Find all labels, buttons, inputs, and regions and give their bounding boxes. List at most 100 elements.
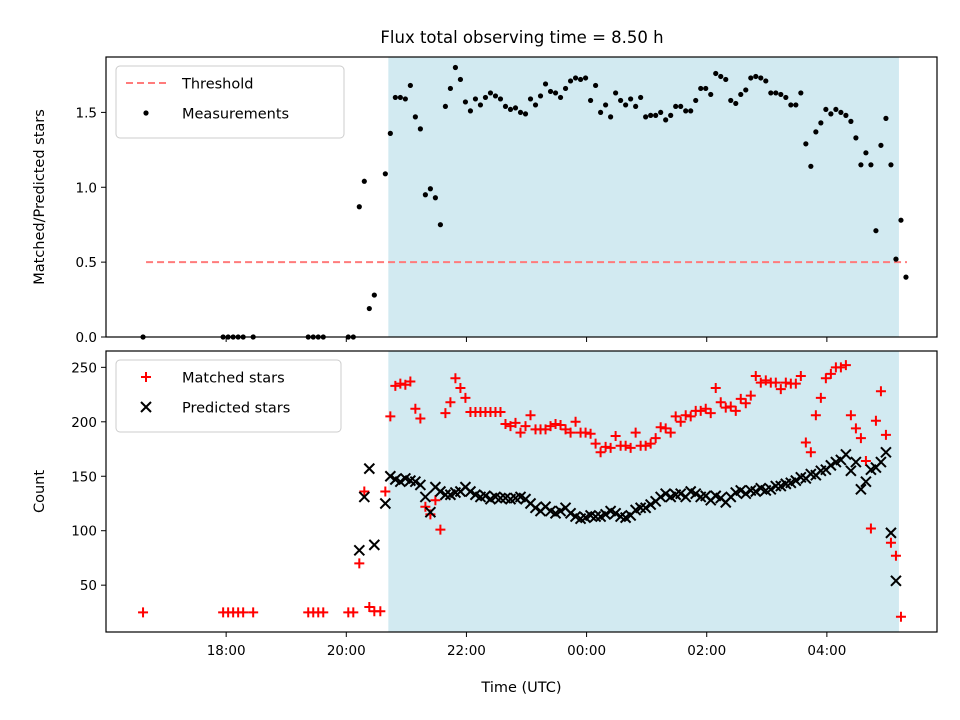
data-point xyxy=(873,228,879,234)
data-point xyxy=(397,94,403,101)
data-point xyxy=(402,96,408,102)
data-point xyxy=(813,129,819,135)
legend-label: Measurements xyxy=(182,107,289,123)
y-tick-label: 1.5 xyxy=(76,105,97,121)
y-tick-label: 50 xyxy=(80,578,97,594)
data-point xyxy=(395,378,406,389)
data-point xyxy=(855,433,866,444)
data-point xyxy=(138,607,149,618)
data-point xyxy=(625,442,636,453)
data-point xyxy=(715,397,726,408)
data-point xyxy=(460,392,471,403)
data-point xyxy=(525,410,536,421)
data-point xyxy=(507,106,514,113)
data-point xyxy=(592,82,599,89)
data-point xyxy=(354,558,365,569)
data-point xyxy=(353,544,366,557)
data-point xyxy=(895,611,906,622)
data-point xyxy=(567,78,574,84)
data-point xyxy=(805,447,816,458)
data-point xyxy=(640,440,651,451)
data-point xyxy=(660,423,671,434)
data-point xyxy=(758,75,764,81)
data-point xyxy=(364,601,375,612)
data-point xyxy=(860,475,872,488)
data-point xyxy=(457,76,464,83)
data-point xyxy=(361,178,367,184)
data-point xyxy=(725,401,736,412)
data-point xyxy=(587,97,594,104)
data-point xyxy=(238,607,249,618)
data-point xyxy=(522,111,529,117)
data-point xyxy=(597,109,604,116)
series-matched-stars xyxy=(138,360,906,622)
data-point xyxy=(554,505,567,517)
data-point xyxy=(638,94,644,101)
data-point xyxy=(430,495,441,506)
data-point xyxy=(371,292,377,298)
data-point xyxy=(502,103,509,110)
data-point xyxy=(442,103,449,110)
data-point xyxy=(865,523,876,534)
data-point xyxy=(634,502,647,514)
data-point xyxy=(400,379,411,390)
data-point xyxy=(394,475,407,488)
data-point xyxy=(542,81,549,87)
data-point xyxy=(825,459,837,472)
data-point xyxy=(643,114,649,120)
data-point xyxy=(356,204,362,210)
data-point xyxy=(555,420,566,431)
legend: Matched stars Predicted stars xyxy=(115,359,342,433)
data-point xyxy=(875,456,887,468)
data-point xyxy=(883,115,889,121)
data-point xyxy=(420,501,431,512)
y-tick-label: 1.0 xyxy=(76,180,97,196)
y-tick-label: 250 xyxy=(71,360,97,376)
data-point xyxy=(825,368,836,379)
data-point xyxy=(670,411,681,422)
data-point xyxy=(630,427,641,438)
data-point xyxy=(510,417,521,428)
data-point xyxy=(870,415,881,426)
data-point xyxy=(845,465,857,477)
data-point xyxy=(723,76,729,83)
data-point xyxy=(773,90,779,96)
data-point xyxy=(838,109,844,116)
observing-window-shade xyxy=(388,57,899,337)
data-point xyxy=(545,421,556,432)
data-point xyxy=(659,487,672,500)
data-point xyxy=(740,487,752,500)
data-point xyxy=(520,421,531,432)
data-point xyxy=(382,171,388,177)
legend-label: Predicted stars xyxy=(182,401,290,417)
data-point xyxy=(494,492,507,504)
legend-marker xyxy=(143,110,149,116)
data-point xyxy=(590,438,601,449)
data-point xyxy=(620,440,631,451)
data-point xyxy=(577,76,584,83)
data-point xyxy=(728,97,734,104)
data-point xyxy=(675,416,686,427)
data-point xyxy=(517,109,524,116)
data-point xyxy=(903,274,909,280)
data-point xyxy=(375,606,386,617)
x-tick-label: 02:00 xyxy=(687,643,726,659)
data-point xyxy=(392,94,398,101)
data-point xyxy=(613,90,619,96)
data-point xyxy=(645,438,656,449)
data-point xyxy=(888,162,894,168)
data-point xyxy=(790,378,801,389)
data-point xyxy=(674,487,687,500)
data-point xyxy=(318,607,329,618)
y-axis-label: Matched/Predicted stars xyxy=(32,109,48,285)
data-point xyxy=(505,421,516,432)
data-point xyxy=(560,424,571,435)
data-point xyxy=(452,64,459,71)
data-point xyxy=(780,377,791,388)
data-point xyxy=(366,305,372,312)
data-point xyxy=(665,427,676,438)
data-point xyxy=(668,112,674,118)
data-point xyxy=(713,70,719,77)
data-point xyxy=(673,103,679,110)
top-panel-ratio: 0.0 0.5 1.0 1.5 Matched/Predicted stars Thres… xyxy=(32,56,938,346)
